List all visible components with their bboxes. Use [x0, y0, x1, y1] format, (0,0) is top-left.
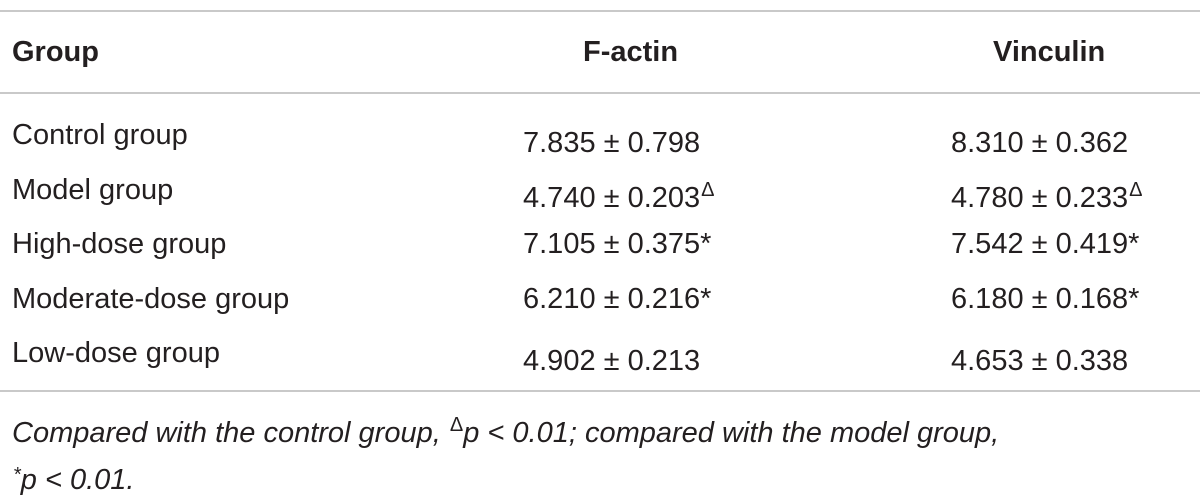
table-row: High-dose group 7.105 ± 0.375* 7.542 ± 0…	[0, 219, 1200, 274]
table-body: Control group 7.835 ± 0.798 8.310 ± 0.36…	[0, 110, 1200, 383]
table-row: Control group 7.835 ± 0.798 8.310 ± 0.36…	[0, 110, 1200, 165]
table-footnote: Compared with the control group, Δp < 0.…	[12, 404, 1188, 501]
top-rule	[0, 10, 1200, 12]
header-f-actin: F-actin	[583, 36, 679, 68]
value: 6.180 ± 0.168	[951, 282, 1129, 315]
value: 7.542 ± 0.419	[951, 228, 1129, 260]
cell-f-actin: 4.740 ± 0.203Δ	[523, 165, 715, 223]
value: 8.310 ± 0.362	[951, 127, 1129, 159]
delta-mark: Δ	[449, 414, 464, 436]
value: 4.780 ± 0.233	[951, 181, 1129, 214]
significance-mark: *	[1128, 228, 1140, 260]
cell-vinculin: 6.180 ± 0.168*	[951, 274, 1139, 324]
header-rule	[0, 92, 1200, 94]
significance-mark: *	[1128, 282, 1140, 315]
footnote-text: p < 0.01; compared with the model group,	[463, 417, 1000, 449]
footnote-text: p < 0.01.	[20, 464, 135, 496]
cell-group: Control group	[12, 119, 188, 151]
cell-f-actin: 7.105 ± 0.375*	[523, 219, 711, 269]
value: 4.740 ± 0.203	[523, 181, 701, 214]
significance-mark: *	[700, 228, 712, 260]
cell-vinculin: 8.310 ± 0.362	[951, 110, 1129, 168]
value: 4.902 ± 0.213	[523, 345, 701, 377]
bottom-rule	[0, 390, 1200, 392]
value: 4.653 ± 0.338	[951, 345, 1129, 377]
cell-vinculin: 4.653 ± 0.338	[951, 328, 1129, 386]
footnote-text: Compared with the control group,	[12, 417, 449, 449]
value: 7.835 ± 0.798	[523, 127, 701, 159]
cell-vinculin: 7.542 ± 0.419*	[951, 219, 1139, 269]
significance-mark: Δ	[701, 178, 715, 201]
table-row: Low-dose group 4.902 ± 0.213 4.653 ± 0.3…	[0, 328, 1200, 383]
significance-mark: *	[700, 282, 712, 315]
cell-f-actin: 4.902 ± 0.213	[523, 328, 701, 386]
star-mark: *	[13, 464, 21, 486]
value: 6.210 ± 0.216	[523, 282, 701, 315]
significance-mark: Δ	[1129, 178, 1143, 201]
value: 7.105 ± 0.375	[523, 228, 701, 260]
cell-vinculin: 4.780 ± 0.233Δ	[951, 165, 1143, 223]
table-row: Moderate-dose group 6.210 ± 0.216* 6.180…	[0, 274, 1200, 329]
table-row: Model group 4.740 ± 0.203Δ 4.780 ± 0.233…	[0, 165, 1200, 220]
header-group: Group	[12, 36, 99, 68]
cell-f-actin: 6.210 ± 0.216*	[523, 274, 711, 324]
header-vinculin: Vinculin	[993, 36, 1106, 68]
cell-group: Model group	[12, 173, 174, 206]
cell-group: High-dose group	[12, 228, 227, 260]
cell-group: Low-dose group	[12, 337, 220, 369]
cell-group: Moderate-dose group	[12, 282, 290, 315]
cell-f-actin: 7.835 ± 0.798	[523, 110, 701, 168]
